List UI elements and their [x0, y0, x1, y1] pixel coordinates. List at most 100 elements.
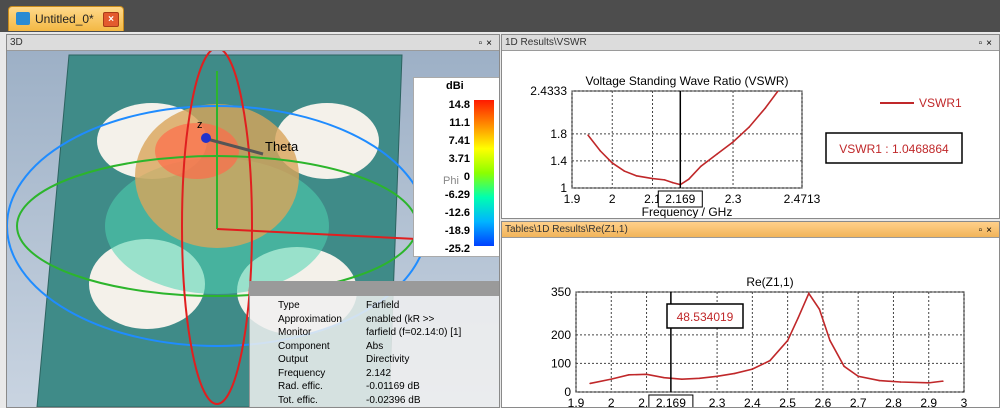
- farfield-3d-scene[interactable]: Theta z: [7, 51, 499, 407]
- info-key: Tot. effic.: [278, 394, 318, 406]
- colorbar-tick: 0: [463, 171, 470, 183]
- x-tick-label: 2.1: [644, 192, 661, 206]
- colorbar-tick: -18.9: [444, 225, 470, 237]
- workspace: 3D ▫× Theta z: [0, 32, 1000, 408]
- theta-arrow: [206, 137, 264, 156]
- info-row: Output Directivity: [278, 354, 499, 366]
- colorbar-legend: dBi 14.8 11.1 7.41 3.71 0 -6.29 -12.6 -1…: [413, 77, 499, 257]
- y-tick-label: 200: [551, 328, 571, 342]
- data-point: [681, 378, 683, 380]
- origin-marker: [201, 133, 211, 143]
- data-point: [829, 339, 831, 342]
- info-row: Component Abs: [278, 341, 499, 353]
- panel-rez[interactable]: Tables\1D Results\Re(Z1,1) ▫× Re(Z1,1) 1.…: [501, 221, 1000, 408]
- info-key: Approximation: [278, 313, 342, 325]
- data-point: [663, 376, 665, 379]
- data-point: [899, 381, 902, 383]
- data-point: [843, 365, 845, 368]
- y-tick-label: 1: [560, 181, 567, 195]
- panel-3d-title: 3D ▫×: [7, 35, 499, 51]
- farfield-info-box: Type Farfield Approximation enabled (kR >> M…: [249, 281, 499, 407]
- readout-box: [666, 303, 744, 329]
- data-point: [716, 375, 718, 378]
- x-tick-label: 1.9: [568, 396, 585, 407]
- panel-vswr-title-label: 1D Results\VSWR: [505, 37, 587, 48]
- vswr-chart[interactable]: Voltage Standing Wave Ratio (VSWR) 1.9 2 2.…: [502, 51, 999, 218]
- data-point: [808, 292, 810, 295]
- legend-label: VSWR1: [919, 96, 962, 110]
- marker-label-box: [657, 190, 703, 208]
- data-point: [748, 126, 750, 128]
- window-buttons[interactable]: ▫×: [978, 38, 996, 49]
- x-tick-label: 1.9: [564, 192, 581, 206]
- data-point: [857, 375, 859, 378]
- data-point: [651, 177, 654, 180]
- y-tick-label: 2.4333: [530, 84, 567, 98]
- document-tab-bar: Untitled_0* ×: [0, 0, 1000, 32]
- info-box-titlebar[interactable]: [250, 282, 499, 296]
- series-line: [587, 91, 779, 186]
- window-buttons[interactable]: ▫×: [478, 38, 496, 49]
- readout-value: VSWR1 : 1.0468864: [839, 142, 949, 156]
- readout-value: 48.534019: [677, 310, 734, 324]
- y-tick-label: 0: [564, 385, 571, 399]
- patch-top-right: [275, 103, 379, 179]
- info-key: Frequency: [278, 367, 326, 379]
- x-tick-label: 2.5: [779, 396, 796, 407]
- marker-label: 2.169: [665, 192, 695, 206]
- info-value: 2.142: [366, 367, 392, 379]
- y-tick-label: 1.4: [550, 154, 567, 168]
- info-key: Type: [278, 300, 300, 311]
- data-point: [589, 382, 591, 385]
- data-point: [698, 377, 701, 380]
- data-point: [878, 379, 881, 382]
- x-tick-label: 2.8: [885, 396, 902, 407]
- x-tick-label: 2: [609, 192, 616, 206]
- chart-title: Re(Z1,1): [746, 275, 793, 289]
- colorbar-tick: 7.41: [448, 135, 470, 147]
- info-key: Rad. effic.: [278, 381, 323, 392]
- info-value: Directivity: [366, 354, 410, 365]
- panel-vswr[interactable]: 1D Results\VSWR ▫× Voltage Standing Wave…: [501, 34, 1000, 219]
- panel-3d[interactable]: 3D ▫× Theta z: [6, 34, 500, 408]
- window-buttons[interactable]: ▫×: [978, 225, 996, 236]
- data-point: [716, 153, 718, 155]
- x-tick-label: 2.1: [638, 396, 655, 407]
- colorbar-unit: dBi: [446, 80, 464, 92]
- colorbar-tick: -6.29: [444, 189, 470, 201]
- farfield-hotspot: [155, 123, 239, 179]
- data-point: [818, 308, 821, 310]
- info-row: Tot. effic. -0.02396 dB: [278, 395, 499, 407]
- elevation-circle: [181, 51, 253, 405]
- info-row: Rad. effic. -0.01169 dB: [278, 381, 499, 393]
- data-point: [663, 179, 666, 181]
- series-line: [589, 292, 943, 385]
- data-point: [786, 339, 789, 342]
- panel-rez-title-label: Tables\1D Results\Re(Z1,1): [505, 224, 628, 235]
- x-tick-label: 2.6: [815, 396, 832, 407]
- colorbar-tick: 3.71: [448, 153, 470, 165]
- rez-chart[interactable]: Re(Z1,1) 1.9 2 2.1 2.3 2.4 2.5 2.6 2.7 2.8 2.9 3 350…: [502, 238, 999, 407]
- data-point: [797, 316, 800, 319]
- tab-untitled[interactable]: Untitled_0* ×: [8, 6, 124, 31]
- panel-vswr-title: 1D Results\VSWR ▫×: [502, 35, 999, 51]
- colorbar-tick: 11.1: [449, 117, 470, 129]
- readout-box: [825, 132, 963, 164]
- marker-label-box: [648, 394, 694, 407]
- x-tick-label: 2.7: [850, 396, 867, 407]
- data-point: [732, 141, 734, 143]
- x-tick-label: 2.3: [725, 192, 742, 206]
- close-icon[interactable]: ×: [103, 12, 119, 27]
- data-point: [599, 149, 601, 152]
- marker-label: 2.169: [656, 396, 686, 407]
- x-axis-label: Frequency / GHz: [642, 205, 733, 218]
- data-point: [764, 107, 767, 109]
- project-icon: [16, 12, 30, 25]
- info-value: enabled (kR >>: [366, 313, 435, 325]
- plot-area: [575, 291, 965, 393]
- colorbar-tick: -25.2: [444, 243, 470, 255]
- colorbar-tick: -12.6: [444, 207, 470, 219]
- data-point: [687, 178, 690, 181]
- farfield-3d-view[interactable]: Theta z dBi 14.8 11.1 7.41 3.71 0 -6.29 …: [7, 51, 499, 407]
- info-key: Monitor: [278, 327, 312, 338]
